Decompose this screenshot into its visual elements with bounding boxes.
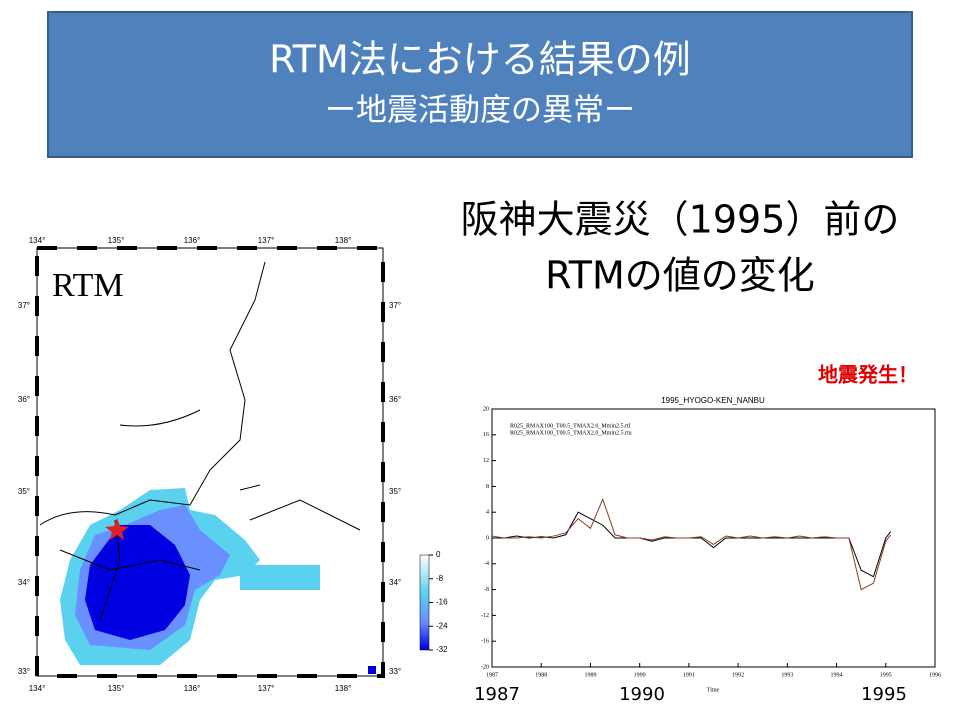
colorbar-label: -8 xyxy=(436,574,444,583)
lon-label: 137° xyxy=(258,236,275,245)
y-tick-label: -20 xyxy=(481,664,489,670)
lat-label: 37° xyxy=(389,301,401,310)
x-tick-label: 1994 xyxy=(831,672,843,678)
y-tick-label: -4 xyxy=(484,561,489,567)
lat-label: 34° xyxy=(18,578,30,587)
y-tick-label: -8 xyxy=(484,587,489,593)
lon-label: 134° xyxy=(29,684,46,693)
y-tick-label: -12 xyxy=(481,613,489,619)
colorbar-label: -16 xyxy=(436,598,448,607)
x-tick-label: 1991 xyxy=(683,672,695,678)
lon-label: 135° xyxy=(108,684,125,693)
lat-label: 37° xyxy=(18,301,30,310)
x-tick-label: 1990 xyxy=(634,672,646,678)
year-label: 1995 xyxy=(861,684,907,705)
lon-label: 136° xyxy=(184,684,201,693)
map: RTM xyxy=(35,246,385,678)
legend-entry: R025_RMAX100_T00.5_TMAX2.0_Mmin2.5.rtu xyxy=(510,430,632,436)
lon-label: 138° xyxy=(335,684,352,693)
x-tick-label: 1996 xyxy=(929,672,941,678)
y-tick-label: 4 xyxy=(486,510,489,516)
lat-label: 36° xyxy=(18,395,30,404)
lon-label: 138° xyxy=(335,236,352,245)
chart-title: 1995_HYOGO-KEN_NANBU xyxy=(661,396,765,405)
colorbar xyxy=(419,554,430,651)
lat-label: 34° xyxy=(389,578,401,587)
title: RTM法における結果の例 xyxy=(269,38,691,82)
title-box xyxy=(47,11,913,158)
year-label: 1987 xyxy=(474,684,520,705)
heading: 阪神大震災（1995）前の xyxy=(461,198,900,242)
lat-label: 33° xyxy=(18,667,30,676)
x-tick-label: 1987 xyxy=(486,672,498,678)
lon-label: 136° xyxy=(184,236,201,245)
year-label: 1990 xyxy=(619,684,665,705)
y-tick-label: 20 xyxy=(483,406,489,412)
subtitle: ー地震活動度の異常ー xyxy=(325,93,635,129)
lon-label: 135° xyxy=(108,236,125,245)
colorbar-label: -32 xyxy=(436,645,448,654)
y-tick-label: 12 xyxy=(483,458,489,464)
lon-label: 137° xyxy=(258,684,275,693)
series-line xyxy=(492,511,892,578)
lat-label: 36° xyxy=(389,395,401,404)
lat-label: 35° xyxy=(389,487,401,496)
x-axis-label: Time xyxy=(707,687,720,693)
x-tick-label: 1995 xyxy=(880,672,892,678)
annotation: 地震発生！ xyxy=(818,363,918,387)
lat-label: 33° xyxy=(389,667,401,676)
colorbar-label: 0 xyxy=(436,550,441,559)
y-tick-label: 16 xyxy=(483,432,489,438)
colorbar-label: -24 xyxy=(436,621,448,630)
y-tick-label: -16 xyxy=(481,639,489,645)
x-tick-label: 1993 xyxy=(781,672,793,678)
x-tick-label: 1989 xyxy=(584,672,596,678)
lon-label: 134° xyxy=(29,236,46,245)
heading: RTMの値の変化 xyxy=(545,254,815,298)
plot-area xyxy=(491,408,936,668)
y-tick-label: 0 xyxy=(486,535,489,541)
y-tick-label: 8 xyxy=(486,484,489,490)
x-tick-label: 1988 xyxy=(535,672,547,678)
legend-entry: R025_RMAX100_T00.5_TMAX2.0_Mmin2.5.rtl xyxy=(510,423,631,429)
x-tick-label: 1992 xyxy=(732,672,744,678)
series-line xyxy=(491,497,892,591)
lat-label: 35° xyxy=(18,487,30,496)
map-label: RTM xyxy=(52,267,124,304)
